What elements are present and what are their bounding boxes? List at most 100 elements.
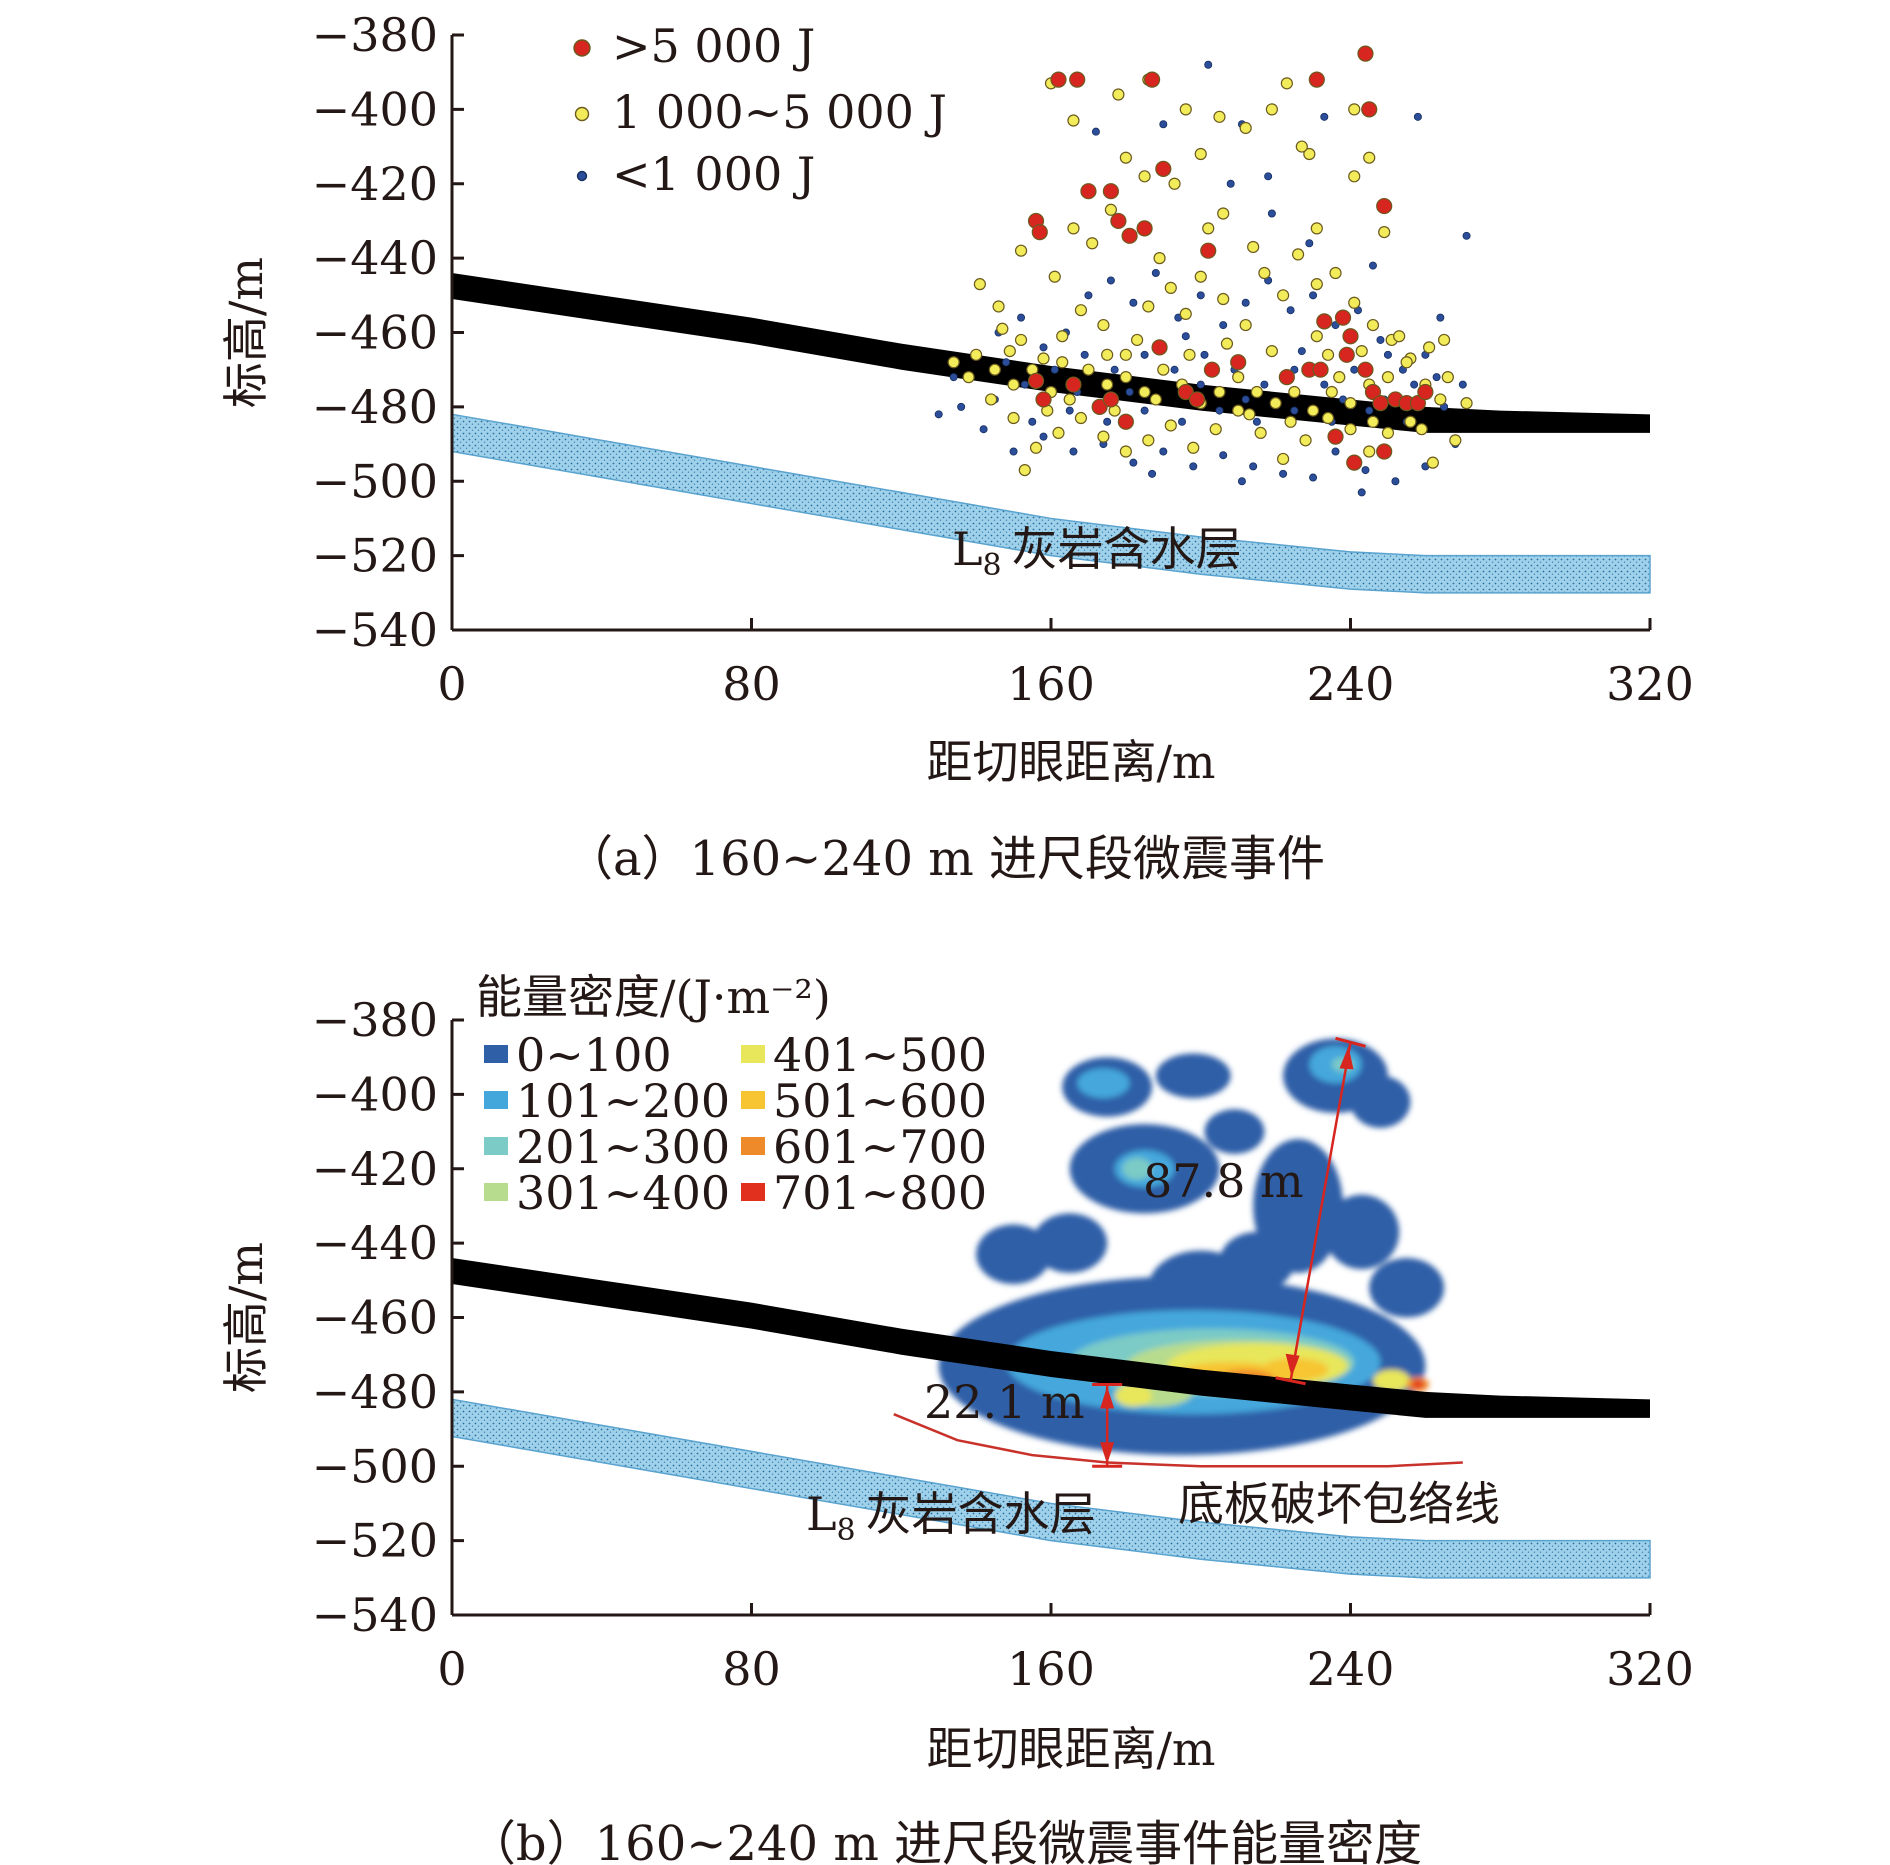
point-mid-energy: [1074, 411, 1088, 425]
legend-swatch: [484, 1045, 508, 1063]
point-mid-energy: [1052, 426, 1065, 440]
point-mid-energy: [1295, 140, 1308, 153]
point-low-energy: [1200, 350, 1209, 359]
arrowhead-22-top: [1100, 1386, 1115, 1409]
point-mid-energy: [1063, 393, 1076, 406]
point-low-energy: [1286, 306, 1295, 315]
point-high-energy: [1091, 398, 1108, 415]
density-contour-level-5: [1114, 1384, 1153, 1407]
point-mid-energy: [1112, 88, 1125, 101]
y-tick-label: −520: [312, 1514, 438, 1568]
point-high-energy: [1110, 212, 1127, 230]
annotation-87-8m: 87.8 m: [1143, 1154, 1304, 1208]
point-high-energy: [1102, 391, 1120, 408]
x-tick-label: 0: [437, 657, 466, 711]
point-mid-energy: [1101, 378, 1114, 391]
x-tick-label: 240: [1307, 657, 1395, 711]
point-low-energy: [1252, 417, 1261, 426]
density-contour-level-1: [1155, 1053, 1231, 1099]
y-tick-label: −440: [312, 231, 438, 285]
point-low-energy: [1002, 358, 1011, 367]
point-mid-energy: [1213, 385, 1226, 399]
point-high-energy: [1364, 383, 1382, 401]
point-low-energy: [1151, 268, 1160, 277]
panel-b: L8 灰岩含水层 87.8 m 22.1 m 底板破坏包络线 −380 −400 −420 −4…: [219, 970, 1694, 1865]
density-contour-level-2: [1077, 1068, 1130, 1099]
point-low-energy: [1020, 380, 1029, 389]
point-mid-energy: [1194, 270, 1207, 283]
point-mid-energy: [1363, 445, 1376, 458]
y-tick-label: −400: [312, 82, 438, 136]
point-low-energy: [1357, 488, 1366, 497]
point-low-energy: [1069, 447, 1078, 456]
point-mid-energy: [1232, 404, 1245, 417]
point-low-energy: [1241, 298, 1250, 307]
legend-swatch: [484, 1137, 508, 1155]
dimension-line-87: [1289, 1042, 1352, 1381]
dimension-cap-87-top: [1335, 1036, 1366, 1048]
point-mid-energy: [992, 300, 1005, 313]
point-low-energy: [1196, 380, 1205, 389]
aquifer-band: [451, 1398, 1651, 1579]
point-mid-energy: [1029, 441, 1043, 454]
point-high-energy: [1031, 223, 1048, 241]
point-low-energy: [979, 425, 988, 434]
aquifer-label-prefix: L: [952, 522, 983, 576]
point-mid-energy: [1265, 103, 1278, 116]
point-low-energy: [1189, 462, 1198, 471]
point-high-energy: [1143, 71, 1161, 88]
point-low-energy: [1140, 350, 1149, 359]
point-low-energy: [1125, 387, 1134, 396]
point-low-energy: [1178, 417, 1187, 426]
point-low-energy: [1017, 313, 1026, 322]
point-low-energy: [1009, 447, 1018, 456]
x-tick-label: 320: [1606, 657, 1694, 711]
point-mid-energy: [1460, 397, 1473, 410]
point-mid-energy: [1321, 411, 1335, 425]
y-tick-label: −420: [312, 157, 438, 211]
point-low-energy: [934, 410, 943, 419]
legend-label: 601~700: [773, 1120, 987, 1174]
point-low-energy: [957, 402, 966, 411]
point-low-energy: [1084, 291, 1093, 300]
density-contour-level-1: [1369, 1258, 1445, 1318]
point-mid-energy: [1082, 363, 1095, 376]
point-low-energy: [1039, 432, 1048, 441]
point-low-energy: [1196, 291, 1205, 300]
point-mid-energy: [1344, 423, 1357, 436]
legend-label: 1 000~5 000 J: [612, 85, 947, 139]
y-axis-title: 标高/m: [219, 1242, 273, 1393]
arrowhead-87-top: [1339, 1046, 1354, 1070]
aquifer-label-text: 灰岩含水层: [1012, 522, 1242, 576]
y-tick-label: −500: [312, 1439, 438, 1493]
point-mid-energy: [1393, 330, 1406, 343]
point-high-energy: [1308, 71, 1325, 88]
point-mid-energy: [1149, 393, 1162, 406]
point-mid-energy: [1381, 371, 1395, 384]
point-mid-energy: [1366, 415, 1380, 428]
point-low-energy: [1305, 239, 1314, 248]
point-high-energy: [1346, 454, 1363, 471]
point-high-energy: [1136, 220, 1153, 237]
point-mid-energy: [984, 393, 998, 406]
point-low-energy: [1106, 276, 1115, 285]
point-mid-energy: [1348, 103, 1361, 116]
point-mid-energy: [1119, 371, 1132, 384]
point-low-energy: [1159, 447, 1168, 456]
point-low-energy: [1260, 380, 1269, 389]
point-high-energy: [1338, 346, 1355, 363]
point-high-energy: [1357, 361, 1374, 378]
envelope-label: 底板破坏包络线: [1178, 1477, 1500, 1531]
x-axis-title: 距切眼距离/m: [926, 735, 1215, 789]
point-mid-energy: [1048, 270, 1061, 283]
legend-marker: [576, 170, 588, 182]
point-low-energy: [1391, 477, 1400, 486]
point-mid-energy: [1119, 151, 1132, 164]
point-mid-energy: [1202, 222, 1215, 235]
point-high-energy: [1188, 391, 1206, 408]
point-mid-energy: [1280, 77, 1293, 90]
x-tick-label: 80: [722, 657, 781, 711]
legend-swatch: [484, 1091, 508, 1109]
point-mid-energy: [1291, 248, 1305, 261]
